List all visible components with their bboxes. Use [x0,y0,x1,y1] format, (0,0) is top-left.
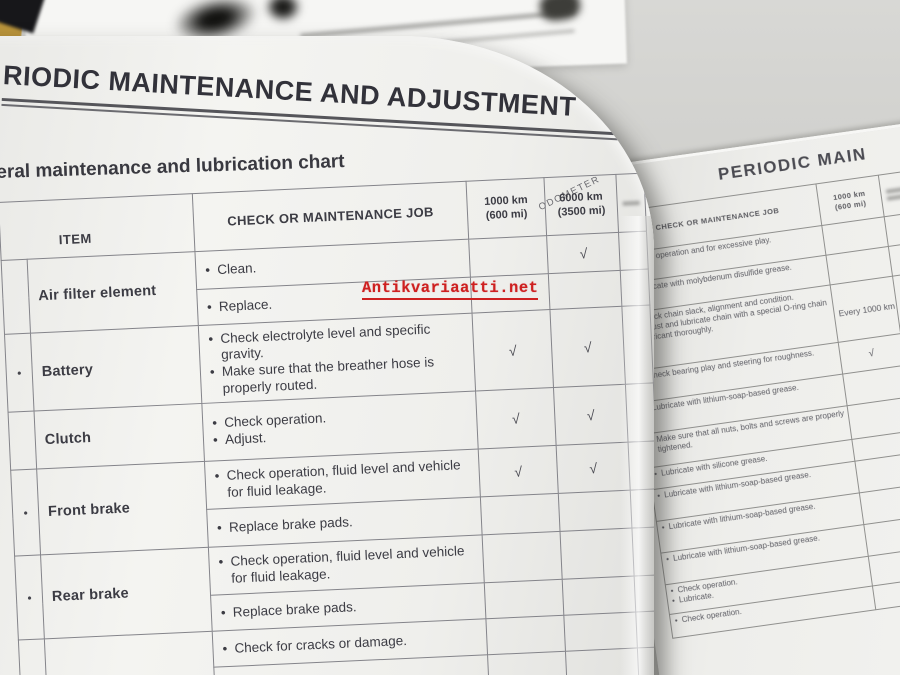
check-mark: √ [475,387,557,449]
job-text: Check operation, fluid level and vehicle… [218,543,479,588]
check-mark: √ [546,232,621,274]
interval-note-cell: Every 1000 km [830,276,900,343]
item-cell: Front brake [36,461,209,555]
item-cell: Clutch [34,403,205,470]
empty-cell [482,531,563,583]
check-mark: √ [478,445,559,497]
page-title: RIODIC MAINTENANCE AND ADJUSTMENT [2,60,578,122]
check-mark: √ [549,306,626,388]
job-text: Check operation, fluid level and vehicle… [214,457,475,502]
item-cell [44,631,216,675]
job-text: Clean. [205,251,465,280]
right-maintenance-table-body: Check operation and for excessive play.L… [618,206,900,639]
column-header-interval-1: 1000 km (600 mi) [466,177,547,240]
item-cell: Rear brake [40,547,213,639]
item-marker: • [10,469,41,557]
blurred-text-fragment [885,181,900,194]
job-text: Replace brake pads. [217,508,477,537]
job-text: Replace brake pads. [221,593,481,622]
page-curl-highlight [620,216,654,675]
item-marker [1,259,31,335]
interval-mi: (600 mi) [485,207,528,222]
blurred-text-fragment [622,200,640,206]
item-marker: • [14,554,45,641]
item-cell: Battery [30,325,202,412]
item-marker: • [4,333,35,413]
right-maintenance-table: CHECK OR MAINTENANCE JOB 1000 km (600 mi… [612,164,900,639]
check-mark: √ [472,309,554,392]
left-manual-page: RIODIC MAINTENANCE AND ADJUSTMENT eral m… [0,36,654,675]
check-mark: √ [553,384,629,446]
empty-cell [485,615,566,655]
left-maintenance-table: ITEM CHECK OR MAINTENANCE JOB 1000 km (6… [0,173,654,675]
empty-cell [484,579,564,619]
watermark: Antikvariaatti.net [362,279,539,300]
left-maintenance-table-body: Air filter elementClean.√Replace.•Batter… [1,231,654,675]
empty-cell [487,651,568,675]
column-header-interval-2: 6000 km (3500 mi) [543,174,619,236]
item-cell: Air filter element [27,251,199,334]
empty-cell [480,493,561,535]
job-text: Check for cracks or damage. [222,629,482,658]
left-page-title-block: RIODIC MAINTENANCE AND ADJUSTMENT [1,60,654,145]
empty-cell [468,235,549,278]
column-header-item: ITEM [0,193,195,261]
item-marker [18,638,48,675]
interval-mi: (3500 mi) [557,203,606,219]
job-text: Replace. [224,667,484,675]
job-cell: Check electrolyte level and specific gra… [198,313,476,404]
item-marker [8,411,37,471]
section-subtitle: eral maintenance and lubrication chart [0,151,345,183]
empty-cell [548,270,622,310]
